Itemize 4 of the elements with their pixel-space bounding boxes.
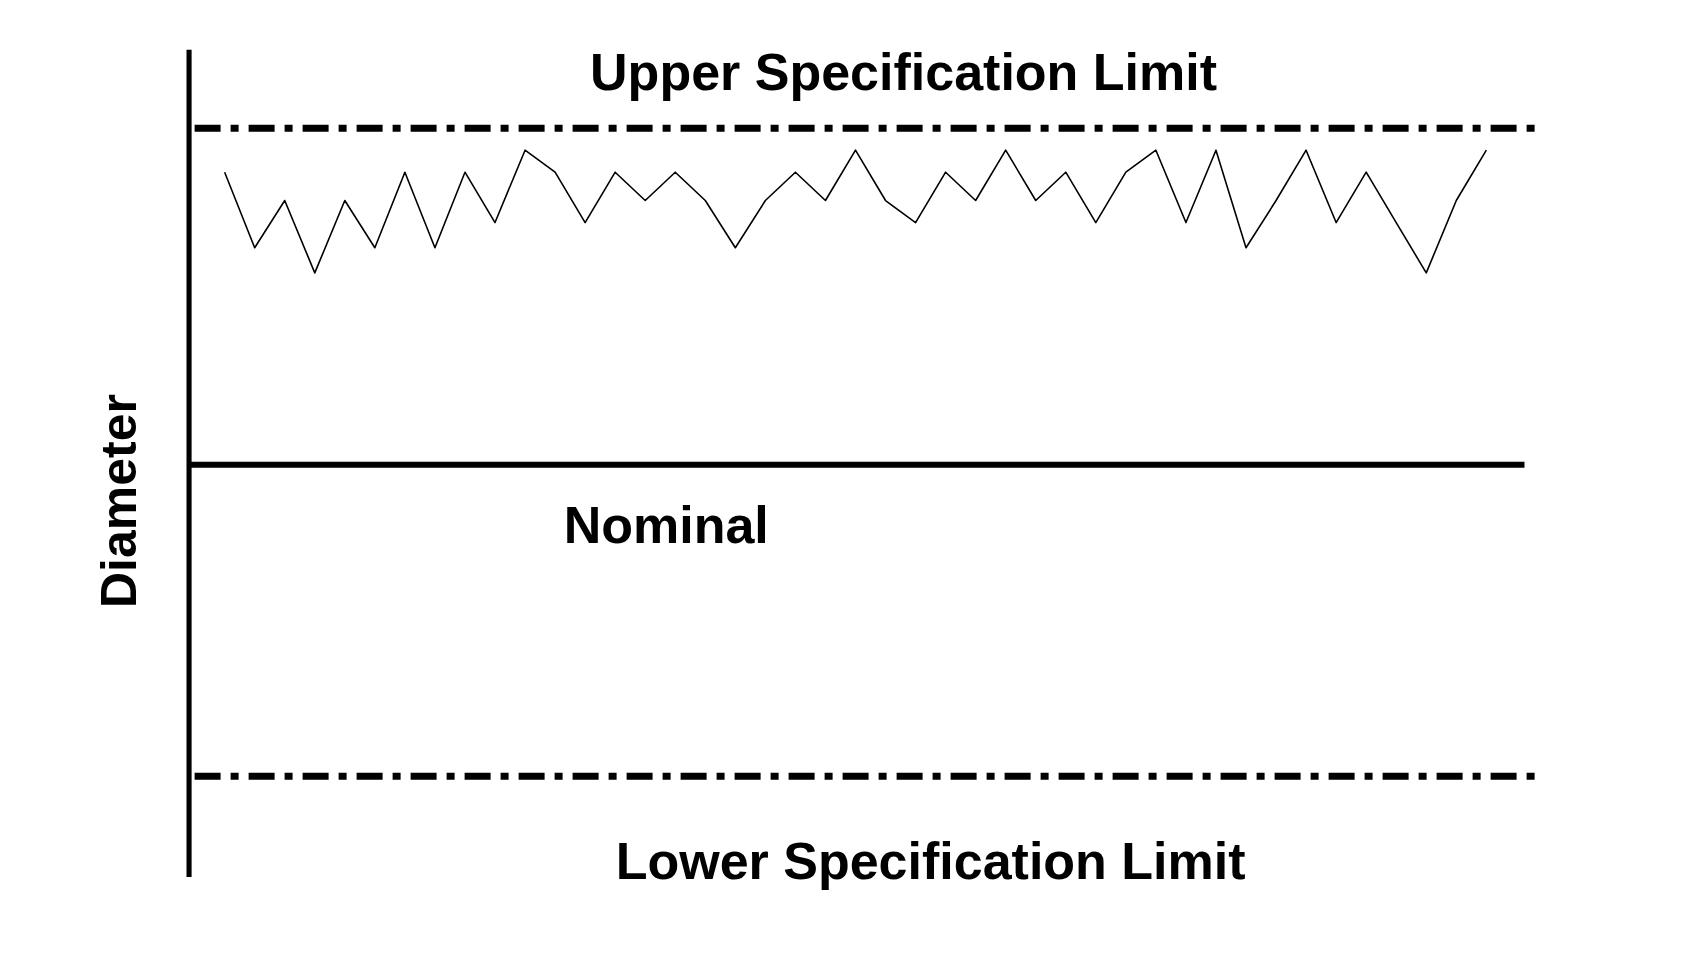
ref-line-label: Upper Specification Limit <box>590 42 1218 101</box>
y-axis-title: Diameter <box>90 393 147 608</box>
ref-line-label: Nominal <box>563 495 769 554</box>
ref-line-label: Lower Specification Limit <box>615 832 1246 891</box>
